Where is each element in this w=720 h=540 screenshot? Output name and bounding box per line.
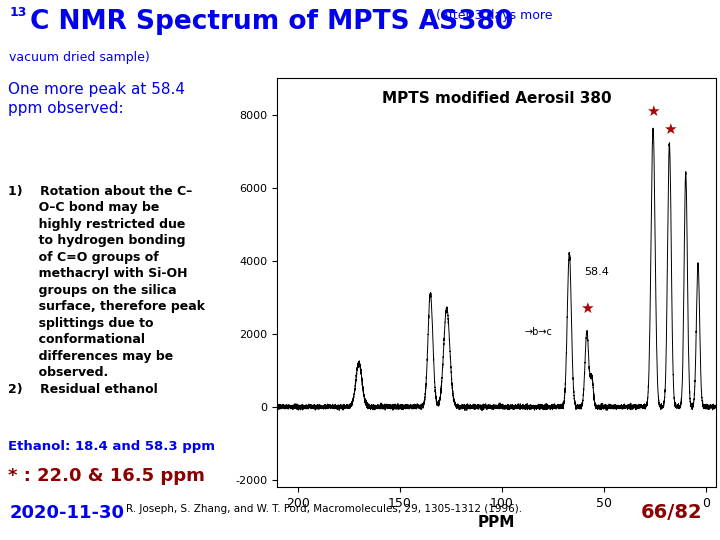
Text: 1)    Rotation about the C–
       O–C bond may be
       highly restricted due
: 1) Rotation about the C– O–C bond may be…	[9, 185, 205, 396]
Text: 13: 13	[9, 6, 27, 19]
Text: →b→c: →b→c	[525, 327, 553, 337]
Text: C NMR Spectrum of MPTS AS380: C NMR Spectrum of MPTS AS380	[30, 9, 513, 35]
Text: * : 22.0 & 16.5 ppm: * : 22.0 & 16.5 ppm	[9, 468, 205, 485]
Text: (after 3 days more: (after 3 days more	[432, 9, 552, 22]
Text: One more peak at 58.4
ppm observed:: One more peak at 58.4 ppm observed:	[9, 83, 185, 116]
Text: MPTS modified Aerosil 380: MPTS modified Aerosil 380	[382, 91, 611, 105]
Text: 2020-11-30: 2020-11-30	[9, 504, 125, 522]
Text: vacuum dried sample): vacuum dried sample)	[9, 51, 150, 64]
Text: R. Joseph, S. Zhang, and W. T. Ford, Macromolecules, 29, 1305-1312 (1996).: R. Joseph, S. Zhang, and W. T. Ford, Mac…	[126, 504, 522, 514]
Text: ★: ★	[580, 301, 594, 315]
X-axis label: PPM: PPM	[478, 515, 516, 530]
Text: 66/82: 66/82	[640, 503, 702, 522]
Text: ★: ★	[647, 104, 660, 118]
Text: Ethanol: 18.4 and 58.3 ppm: Ethanol: 18.4 and 58.3 ppm	[9, 440, 215, 453]
Text: ★: ★	[662, 122, 676, 137]
Text: 58.4: 58.4	[585, 267, 610, 277]
